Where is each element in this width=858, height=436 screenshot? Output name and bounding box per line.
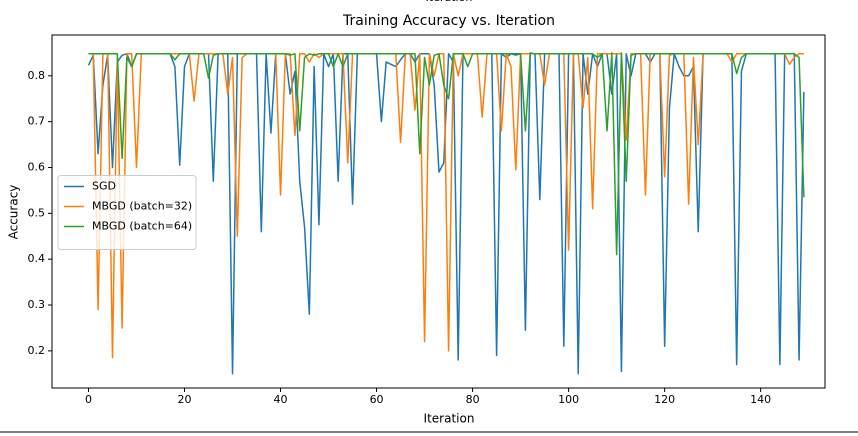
- y-tick-label: 0.5: [28, 206, 46, 219]
- legend: SGD MBGD (batch=32) MBGD (batch=64): [57, 175, 197, 250]
- chart-title: Training Accuracy vs. Iteration: [342, 13, 555, 29]
- x-tick-label: 0: [85, 393, 92, 406]
- plot-frame: [51, 34, 826, 389]
- cropped-label: Iteration: [426, 0, 473, 4]
- y-tick-label: 0.6: [28, 160, 46, 173]
- x-tick-label: 140: [750, 393, 771, 406]
- x-axis-label: Iteration: [424, 412, 475, 426]
- x-tick-label: 60: [370, 393, 384, 406]
- y-tick-label: 0.3: [28, 298, 46, 311]
- legend-label: SGD: [92, 180, 116, 193]
- y-tick-label: 0.4: [28, 252, 46, 265]
- series-line: [88, 53, 804, 359]
- y-tick-label: 0.2: [28, 344, 46, 357]
- y-axis-label: Accuracy: [7, 185, 21, 240]
- series-line: [88, 52, 805, 256]
- x-tick-label: 100: [558, 393, 579, 406]
- legend-box: [57, 175, 197, 250]
- legend-label: MBGD (batch=32): [92, 200, 192, 213]
- x-tick-label: 20: [178, 393, 192, 406]
- x-tick-label: 40: [274, 393, 288, 406]
- y-tick-label: 0.7: [28, 115, 46, 128]
- x-tick-label: 80: [466, 393, 480, 406]
- x-tick-label: 120: [654, 393, 675, 406]
- y-tick-label: 0.8: [28, 69, 46, 82]
- legend-label: MBGD (batch=64): [92, 220, 192, 233]
